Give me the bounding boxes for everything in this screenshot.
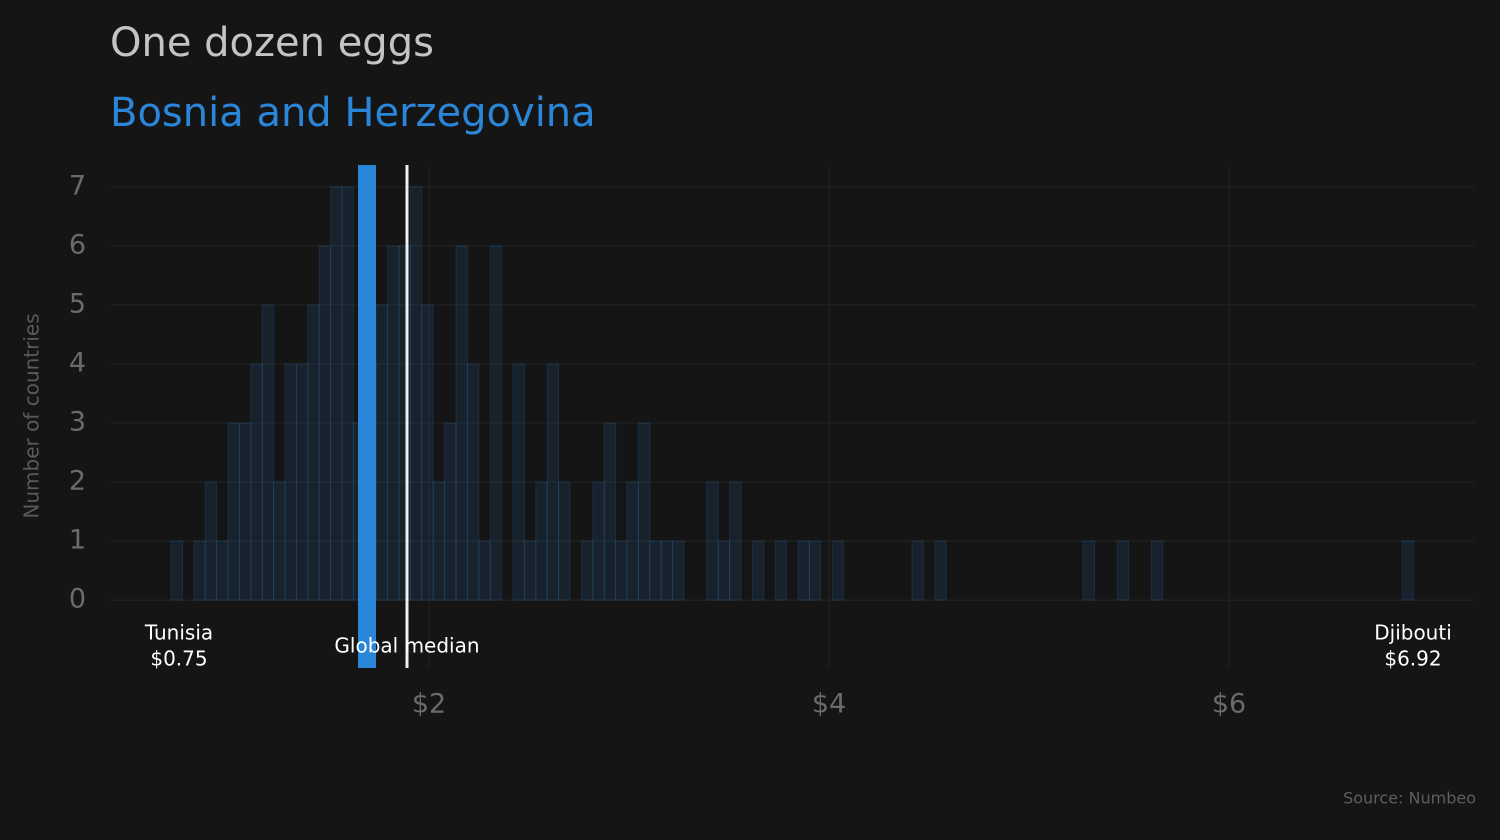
histogram-bar [934,540,947,601]
y-tick-label: 1 [69,525,86,556]
histogram-bar [649,540,662,601]
y-tick-label: 6 [69,229,86,260]
histogram-bar [273,481,286,601]
histogram-bar [387,245,400,601]
histogram-bar [409,186,423,601]
chart-title: One dozen eggs [110,20,434,66]
histogram-bar [535,481,548,601]
histogram-bar [717,540,731,601]
y-tick-label: 3 [69,406,86,437]
histogram-bar [455,245,468,601]
histogram-bar [238,422,252,601]
histogram-bar [227,422,240,601]
histogram-bar [330,186,343,601]
histogram-bar [489,245,503,601]
y-tick-label: 5 [69,288,86,319]
highlight-bar [358,165,376,668]
histogram-bar [284,363,297,601]
histogram-bar [774,540,788,601]
histogram-bar [546,363,560,601]
histogram-bar [1401,540,1415,601]
histogram-bar [672,540,685,601]
y-tick-label: 4 [69,347,86,378]
histogram-bar [1150,540,1164,601]
histogram-bar [478,540,491,601]
histogram-bar [216,540,229,601]
histogram-bar [318,245,332,601]
median-label: Global median [334,634,479,658]
histogram-bar [307,304,320,601]
histogram-bar [592,481,605,601]
y-tick-label: 2 [69,466,86,497]
extreme-value: $0.75 [150,647,207,671]
x-tick-label: $6 [1212,689,1246,720]
histogram-bar [751,540,765,601]
source: Source: Numbeo [1343,789,1476,808]
histogram-bar [512,363,525,601]
histogram-bar [523,540,537,601]
histogram-bar [261,304,275,601]
histogram-bar [706,481,719,601]
histogram-bar [558,481,571,601]
histogram-bar [729,481,742,601]
histogram-bar [421,304,434,601]
histogram-bar [193,540,206,601]
histogram-bar [911,540,924,601]
histogram-bar [204,481,218,601]
extreme-name: Tunisia [144,621,213,645]
histogram-bar [831,540,845,601]
y-tick-label: 7 [69,170,86,201]
histogram-bar [466,363,480,601]
histogram-bar [444,422,457,601]
histogram-bar [341,186,354,601]
histogram-bar [626,481,639,601]
histogram-bar [1116,540,1130,601]
histogram-bar [432,481,446,601]
extreme-value: $6.92 [1384,647,1441,671]
histogram-bar [295,363,309,601]
histogram-bar [615,540,628,601]
histogram-bar [375,304,389,601]
histogram-bar [170,540,183,601]
histogram-bar [660,540,674,601]
histogram-bar [797,540,810,601]
histogram-bar [808,540,822,601]
histogram-bar [580,540,594,601]
x-tick-label: $2 [412,689,446,720]
extreme-name: Djibouti [1374,621,1452,645]
chart-subtitle: Bosnia and Herzegovina [110,90,596,136]
y-axis-title: Number of countries [20,313,44,518]
histogram-bar [398,245,411,601]
histogram-bar [637,422,651,601]
histogram-bar [603,422,617,601]
y-tick-label: 0 [69,584,86,615]
histogram-bar [250,363,263,601]
histogram-bar [1082,540,1095,601]
x-tick-label: $4 [812,689,846,720]
